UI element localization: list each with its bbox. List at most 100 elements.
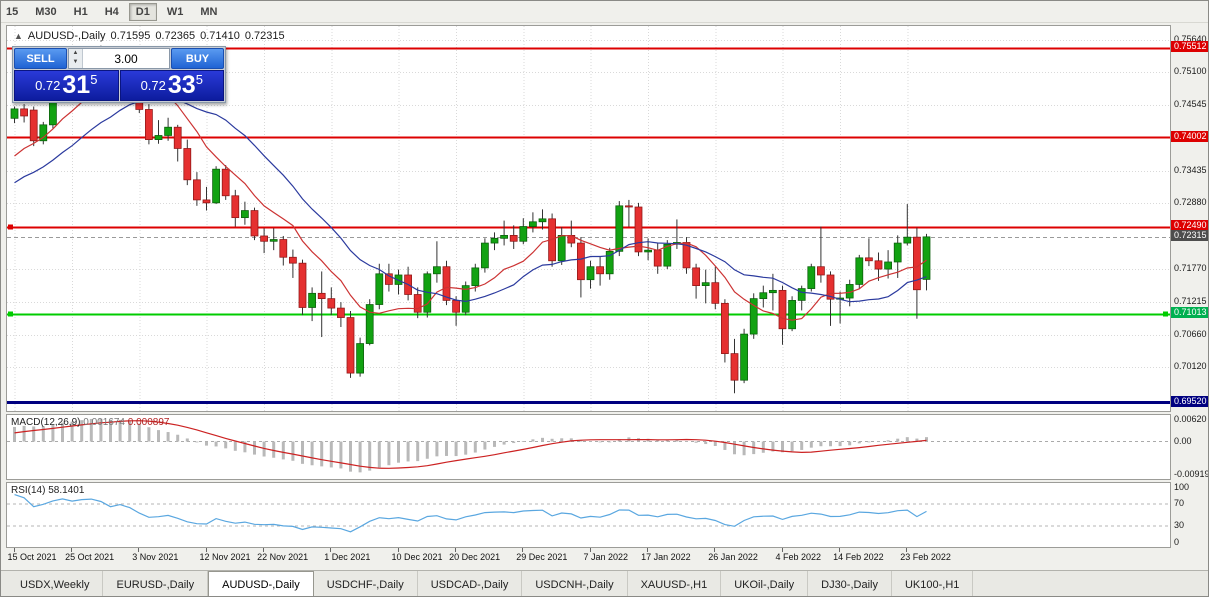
macd-value-main: 0.001674 xyxy=(83,417,125,428)
chart-title: ▲ AUDUSD-,Daily 0.71595 0.72365 0.71410 … xyxy=(14,30,285,42)
rsi-value: 58.1401 xyxy=(48,485,85,496)
volume-input[interactable] xyxy=(83,49,169,68)
price-level-label: 0.74002 xyxy=(1171,130,1208,142)
time-axis-tick xyxy=(455,548,457,552)
macd-value-signal: 0.000897 xyxy=(127,417,170,428)
timeframe-button-15[interactable]: 15 xyxy=(6,5,19,18)
price-level-label: 0.69520 xyxy=(1171,395,1208,407)
time-axis-tick xyxy=(839,548,841,552)
date-label: 20 Dec 2021 xyxy=(449,552,501,562)
timeframe-toolbar: 15 M30 H1 H4 D1 W1 MN xyxy=(1,1,1208,23)
timeframe-button-D1[interactable]: D1 xyxy=(128,2,157,21)
macd-panel[interactable]: MACD(12,26,9) 0.001674 0.000897 xyxy=(6,414,1171,480)
sell-price-prefix: 0.72 xyxy=(35,78,61,93)
buy-price-big: 33 xyxy=(167,71,196,99)
date-label: 3 Nov 2021 xyxy=(132,552,179,562)
timeframe-button-M30[interactable]: M30 xyxy=(35,5,57,18)
date-label: 12 Nov 2021 xyxy=(199,552,251,562)
volume-up-icon[interactable]: ▲ xyxy=(72,50,79,56)
macd-name: MACD(12,26,9) xyxy=(11,417,81,428)
chart-tab-usdchf-daily[interactable]: USDCHF-,Daily xyxy=(314,571,418,596)
axis-scale-label: 0.72880 xyxy=(1174,197,1207,208)
chart-tab-xauusd-h1[interactable]: XAUUSD-,H1 xyxy=(628,571,722,596)
chart-tab-usdcnh-daily[interactable]: USDCNH-,Daily xyxy=(522,571,628,596)
grid-lines xyxy=(7,26,1170,411)
price-level-label: 0.72315 xyxy=(1171,230,1208,242)
axis-scale-label: 0.70120 xyxy=(1174,360,1207,371)
rsi-panel[interactable]: RSI(14) 58.1401 xyxy=(6,482,1171,548)
time-axis-tick xyxy=(397,548,399,552)
timeframe-button-H4[interactable]: H4 xyxy=(104,5,119,18)
axis-scale-label: 0.73435 xyxy=(1174,164,1207,175)
axis-scale-label: 0.75640 xyxy=(1174,34,1207,45)
macd-label: MACD(12,26,9) 0.001674 0.000897 xyxy=(11,417,169,428)
time-axis-tick xyxy=(13,548,15,552)
time-axis-tick xyxy=(647,548,649,552)
chart-tab-dj30-daily[interactable]: DJ30-,Daily xyxy=(808,571,892,596)
chart-tab-audusd-daily[interactable]: AUDUSD-,Daily xyxy=(208,571,314,596)
sell-price-display[interactable]: 0.72 31 5 xyxy=(14,70,119,101)
axis-scale-label: 0.00620 xyxy=(1174,414,1207,424)
buy-price-prefix: 0.72 xyxy=(140,78,166,93)
macd-axis: 0.00620 0.00 -0.00919 xyxy=(1171,414,1208,480)
axis-scale-label: 0.74545 xyxy=(1174,99,1207,110)
symbol-period-label: AUDUSD-,Daily xyxy=(27,30,106,42)
date-label: 23 Feb 2022 xyxy=(900,552,951,562)
volume-down-icon[interactable]: ▼ xyxy=(72,59,79,65)
date-label: 1 Dec 2021 xyxy=(324,552,371,562)
candlestick-canvas[interactable] xyxy=(7,26,1170,411)
timeframe-button-H1[interactable]: H1 xyxy=(73,5,88,18)
timeframe-button-W1[interactable]: W1 xyxy=(166,5,184,18)
time-axis-tick xyxy=(714,548,716,552)
chart-tab-ukoil-daily[interactable]: UKOil-,Daily xyxy=(721,571,809,596)
axis-scale-label: 0.71215 xyxy=(1174,295,1207,306)
sell-price-point: 5 xyxy=(90,72,98,87)
support-resistance-lines xyxy=(7,47,1170,404)
time-axis-tick xyxy=(330,548,332,552)
chart-tab-eurusd-daily[interactable]: EURUSD-,Daily xyxy=(103,571,209,596)
chart-tab-usdcad-daily[interactable]: USDCAD-,Daily xyxy=(418,571,523,596)
chart-tab-usdx-weekly[interactable]: USDX,Weekly xyxy=(7,571,104,596)
time-axis: 15 Oct 2021 25 Oct 2021 3 Nov 2021 12 Nov 2… xyxy=(6,548,1171,568)
axis-scale-label: 0.71770 xyxy=(1174,263,1207,274)
one-click-collapse-icon[interactable]: ▲ xyxy=(14,31,23,41)
time-axis-tick xyxy=(71,548,73,552)
macd-canvas[interactable] xyxy=(7,415,1170,479)
date-label: 25 Oct 2021 xyxy=(65,552,115,562)
price-chart-panel[interactable]: ▲ AUDUSD-,Daily 0.71595 0.72365 0.71410 … xyxy=(6,25,1171,412)
axis-scale-label: 0.70660 xyxy=(1174,328,1207,339)
buy-price-point: 5 xyxy=(195,72,203,87)
timeframe-button-MN[interactable]: MN xyxy=(200,5,218,18)
buy-button[interactable]: BUY xyxy=(171,48,224,69)
date-label: 4 Feb 2022 xyxy=(775,552,822,562)
date-label: 14 Feb 2022 xyxy=(833,552,884,562)
ohlc-high: 0.72365 xyxy=(155,30,196,42)
ohlc-close: 0.72315 xyxy=(244,30,285,42)
macd-signal-line xyxy=(14,420,927,469)
date-label: 29 Dec 2021 xyxy=(516,552,568,562)
sell-button[interactable]: SELL xyxy=(14,48,67,69)
axis-scale-label: 100 xyxy=(1174,482,1190,492)
date-label: 7 Jan 2022 xyxy=(583,552,629,562)
time-axis-tick xyxy=(205,548,207,552)
date-label: 15 Oct 2021 xyxy=(7,552,57,562)
rsi-canvas[interactable] xyxy=(7,483,1170,547)
volume-stepper[interactable]: ▲ ▼ xyxy=(68,48,170,69)
date-label: 26 Jan 2022 xyxy=(708,552,758,562)
ohlc-low: 0.71410 xyxy=(200,30,240,42)
sell-price-big: 31 xyxy=(62,71,91,99)
price-level-label: 0.72490 xyxy=(1171,220,1208,231)
axis-scale-label: 30 xyxy=(1174,520,1185,531)
time-axis-tick xyxy=(522,548,524,552)
time-axis-tick xyxy=(906,548,908,552)
axis-scale-label: 0.75100 xyxy=(1174,66,1207,77)
ohlc-open: 0.71595 xyxy=(110,30,151,42)
price-axis: 0.75640 0.75100 0.74545 0.73435 0.72880 0.717… xyxy=(1171,25,1208,412)
chart-tab-uk100-h1[interactable]: UK100-,H1 xyxy=(892,571,974,596)
rsi-axis: 100 70 30 0 xyxy=(1171,482,1208,548)
axis-scale-label: 0 xyxy=(1174,537,1180,547)
buy-price-display[interactable]: 0.72 33 5 xyxy=(119,70,224,101)
rsi-label: RSI(14) 58.1401 xyxy=(11,485,84,496)
